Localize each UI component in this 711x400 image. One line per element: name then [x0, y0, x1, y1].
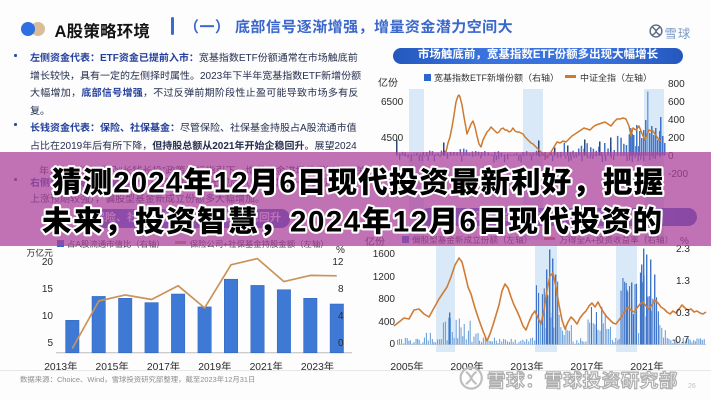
- svg-text:未来，投资智慧，2024年12月6日现代投资的: 未来，投资智慧，2024年12月6日现代投资的: [42, 205, 662, 238]
- svg-text:猜测2024年12月6日现代投资最新利好，把握: 猜测2024年12月6日现代投资最新利好，把握: [52, 166, 663, 199]
